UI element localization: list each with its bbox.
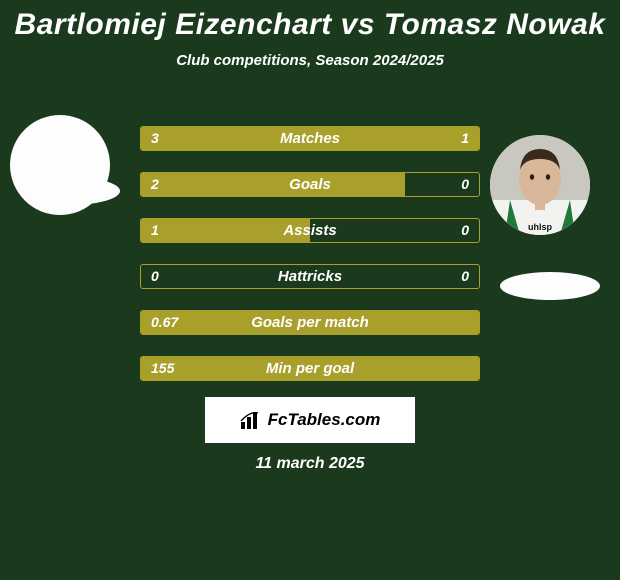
stat-row: 0Hattricks0 [140,264,480,289]
stat-label: Assists [141,219,479,242]
stat-label: Goals per match [141,311,479,334]
fctables-logo: FcTables.com [205,397,415,443]
player2-avatar: uhlsp [490,135,590,235]
stat-value-right: 0 [461,173,469,196]
stat-label: Hattricks [141,265,479,288]
stat-label: Matches [141,127,479,150]
stat-row: 3Matches1 [140,126,480,151]
comparison-bars: 3Matches12Goals01Assists00Hattricks00.67… [140,126,480,402]
stat-row: 2Goals0 [140,172,480,197]
stat-label: Min per goal [141,357,479,380]
page-title: Bartlomiej Eizenchart vs Tomasz Nowak [0,0,620,42]
subtitle: Club competitions, Season 2024/2025 [0,52,620,69]
logo-text: FcTables.com [268,410,381,430]
player2-shadow [500,272,600,300]
bar-chart-icon [240,410,262,430]
stat-row: 155Min per goal [140,356,480,381]
stat-row: 1Assists0 [140,218,480,243]
date-label: 11 march 2025 [0,455,620,473]
stat-label: Goals [141,173,479,196]
sponsor-text: uhlsp [528,222,553,232]
stat-value-right: 0 [461,265,469,288]
player2-photo: uhlsp [490,135,590,235]
neck [535,200,545,210]
stat-value-right: 1 [461,127,469,150]
eye-left [530,174,534,180]
stat-value-right: 0 [461,219,469,242]
stat-row: 0.67Goals per match [140,310,480,335]
eye-right [546,174,550,180]
player1-shadow [20,177,120,205]
